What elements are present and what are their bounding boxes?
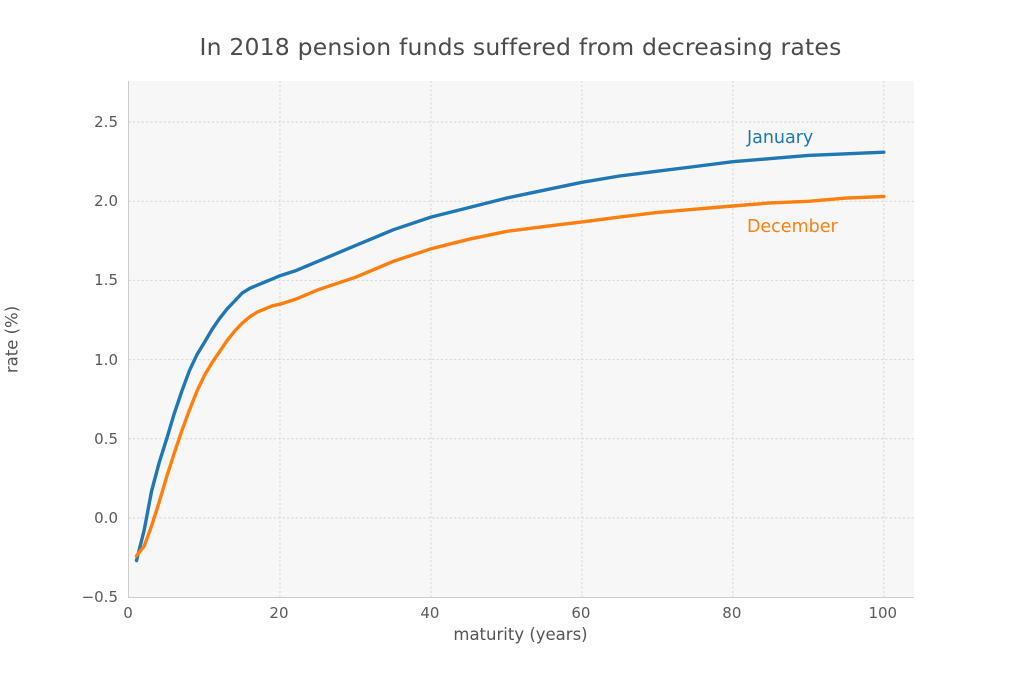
x-tick-40: 40 <box>420 604 440 622</box>
series-label-january: January <box>746 127 814 148</box>
x-tick-80: 80 <box>722 604 742 622</box>
series-line-december <box>134 194 886 558</box>
plot-area <box>128 81 914 598</box>
chart-title: In 2018 pension funds suffered from decr… <box>199 33 842 61</box>
y-tick-1.5: 1.5 <box>94 271 118 290</box>
y-tick-1.0: 1.0 <box>94 350 118 369</box>
series-line-january <box>134 150 886 563</box>
series-label-december: December <box>746 216 838 237</box>
x-tick-0: 0 <box>123 604 133 622</box>
y-tick-−0.5: −0.5 <box>81 588 118 606</box>
y-tick-2.0: 2.0 <box>94 192 118 211</box>
x-tick-60: 60 <box>571 604 591 622</box>
x-tick-20: 20 <box>269 604 289 622</box>
x-tick-100: 100 <box>868 604 898 622</box>
y-tick-0.5: 0.5 <box>94 429 118 448</box>
y-tick-0.0: 0.0 <box>94 508 118 527</box>
x-axis-label: maturity (years) <box>453 625 588 644</box>
plot-canvas <box>129 81 914 597</box>
y-tick-2.5: 2.5 <box>94 113 118 132</box>
